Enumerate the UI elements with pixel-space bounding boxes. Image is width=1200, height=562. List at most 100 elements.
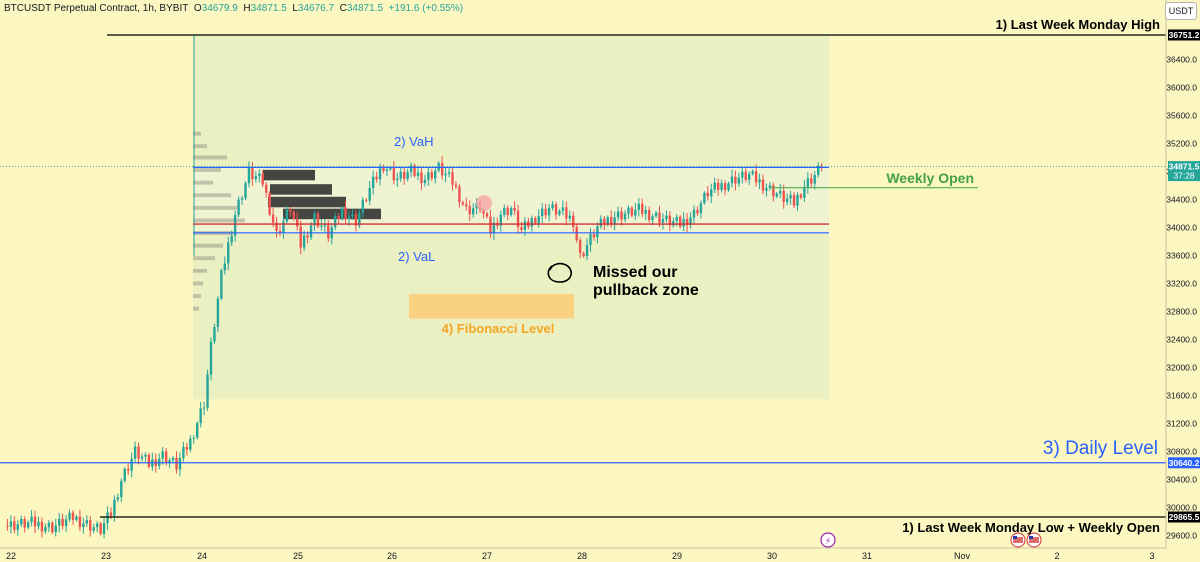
volume-profile-bar [193, 281, 203, 286]
candle-body [572, 215, 575, 227]
time-tick-label: 22 [6, 551, 16, 561]
candle-body [220, 270, 223, 299]
candle-body [240, 198, 244, 200]
candle-body [23, 518, 26, 528]
candle-body [244, 183, 247, 199]
candle-body [675, 216, 678, 222]
candle-body [182, 447, 185, 459]
candle-body [672, 221, 675, 226]
candle-body [54, 525, 57, 533]
candle-body [578, 240, 582, 254]
candle-body [51, 522, 54, 533]
candle-body [516, 210, 520, 228]
candle-body [544, 208, 547, 216]
price-tick-label: 30400.0 [1166, 475, 1197, 485]
candle-body [509, 207, 513, 215]
candle-body [164, 451, 168, 463]
candle-body [465, 204, 468, 207]
candle-body [820, 165, 823, 167]
candle-body [782, 190, 785, 202]
price-tag [1168, 161, 1200, 182]
candle-body [189, 438, 192, 450]
candle-body [661, 219, 665, 223]
candle-body [468, 206, 471, 215]
candle-body [689, 217, 692, 226]
candle-body [561, 207, 565, 211]
close-label: C [339, 3, 347, 14]
candle-body [444, 173, 447, 176]
label-fibonacci: 4) Fibonacci Level [442, 321, 555, 336]
candle-body [679, 216, 682, 227]
price-tag-label: 29865.5 [1169, 512, 1200, 522]
lightning-event-icon[interactable] [820, 532, 836, 548]
price-tick-label: 36000.0 [1166, 83, 1197, 93]
candle-body [251, 167, 254, 180]
candle-body [71, 512, 75, 520]
candle-body [199, 408, 202, 424]
candle-body [168, 460, 171, 463]
candle-body [302, 235, 306, 248]
candle-body [406, 172, 409, 179]
candle-body [551, 204, 554, 208]
candle-body [40, 521, 44, 532]
candle-body [585, 245, 589, 257]
candle-body [575, 226, 578, 241]
volume-block [263, 169, 315, 181]
candle-body [223, 263, 226, 271]
price-tag-label: 34871.5 [1169, 162, 1200, 172]
candle-body [178, 458, 182, 470]
candle-body [85, 520, 88, 524]
price-tick-label: 30000.0 [1166, 503, 1197, 513]
candle-body [16, 524, 19, 530]
candle-body [64, 519, 68, 527]
volume-profile-bar [193, 144, 207, 149]
candle-body [26, 522, 30, 528]
candle-body [113, 499, 116, 516]
volume-profile-bar [193, 218, 245, 223]
volume-profile-bar [193, 205, 237, 210]
candle-body [292, 211, 295, 220]
countdown-label: 37:28 [1173, 171, 1195, 181]
candle-body [430, 172, 433, 179]
candle-body [389, 167, 392, 170]
candle-body [599, 218, 603, 227]
candle-body [102, 523, 106, 534]
candle-body [637, 203, 640, 210]
candle-body [658, 212, 661, 223]
candle-body [185, 447, 189, 450]
price-tick-label: 32000.0 [1166, 363, 1197, 373]
candle-body [592, 234, 596, 238]
candle-body [385, 169, 389, 171]
candle-body [472, 208, 475, 215]
candle-body [803, 186, 806, 198]
currency-unit-button[interactable]: USDT [1165, 2, 1197, 20]
candle-body [137, 446, 140, 459]
candle-body [351, 214, 354, 217]
volume-block [270, 184, 332, 195]
candle-body [744, 171, 747, 180]
candle-body [271, 214, 275, 223]
time-tick-label: 2 [1054, 551, 1059, 561]
candle-body [692, 209, 696, 218]
candle-body [499, 214, 502, 226]
candle-body [409, 165, 413, 173]
close-value: 34871.5 [346, 3, 384, 14]
candle-body [654, 212, 658, 217]
candle-body [685, 218, 689, 226]
candle-body [375, 176, 378, 180]
candle-body [44, 527, 47, 532]
volume-profile-bar [193, 168, 221, 172]
candle-body [713, 182, 716, 190]
marker-circle [476, 195, 492, 212]
candle-body [75, 516, 78, 520]
price-axis[interactable] [1166, 0, 1200, 562]
candle-body [440, 163, 444, 176]
candle-body [327, 225, 330, 239]
time-tick-label: Nov [954, 551, 971, 561]
candle-body [130, 458, 133, 471]
candle-body [810, 178, 813, 184]
candle-body [396, 178, 399, 181]
candle-body [779, 190, 782, 194]
